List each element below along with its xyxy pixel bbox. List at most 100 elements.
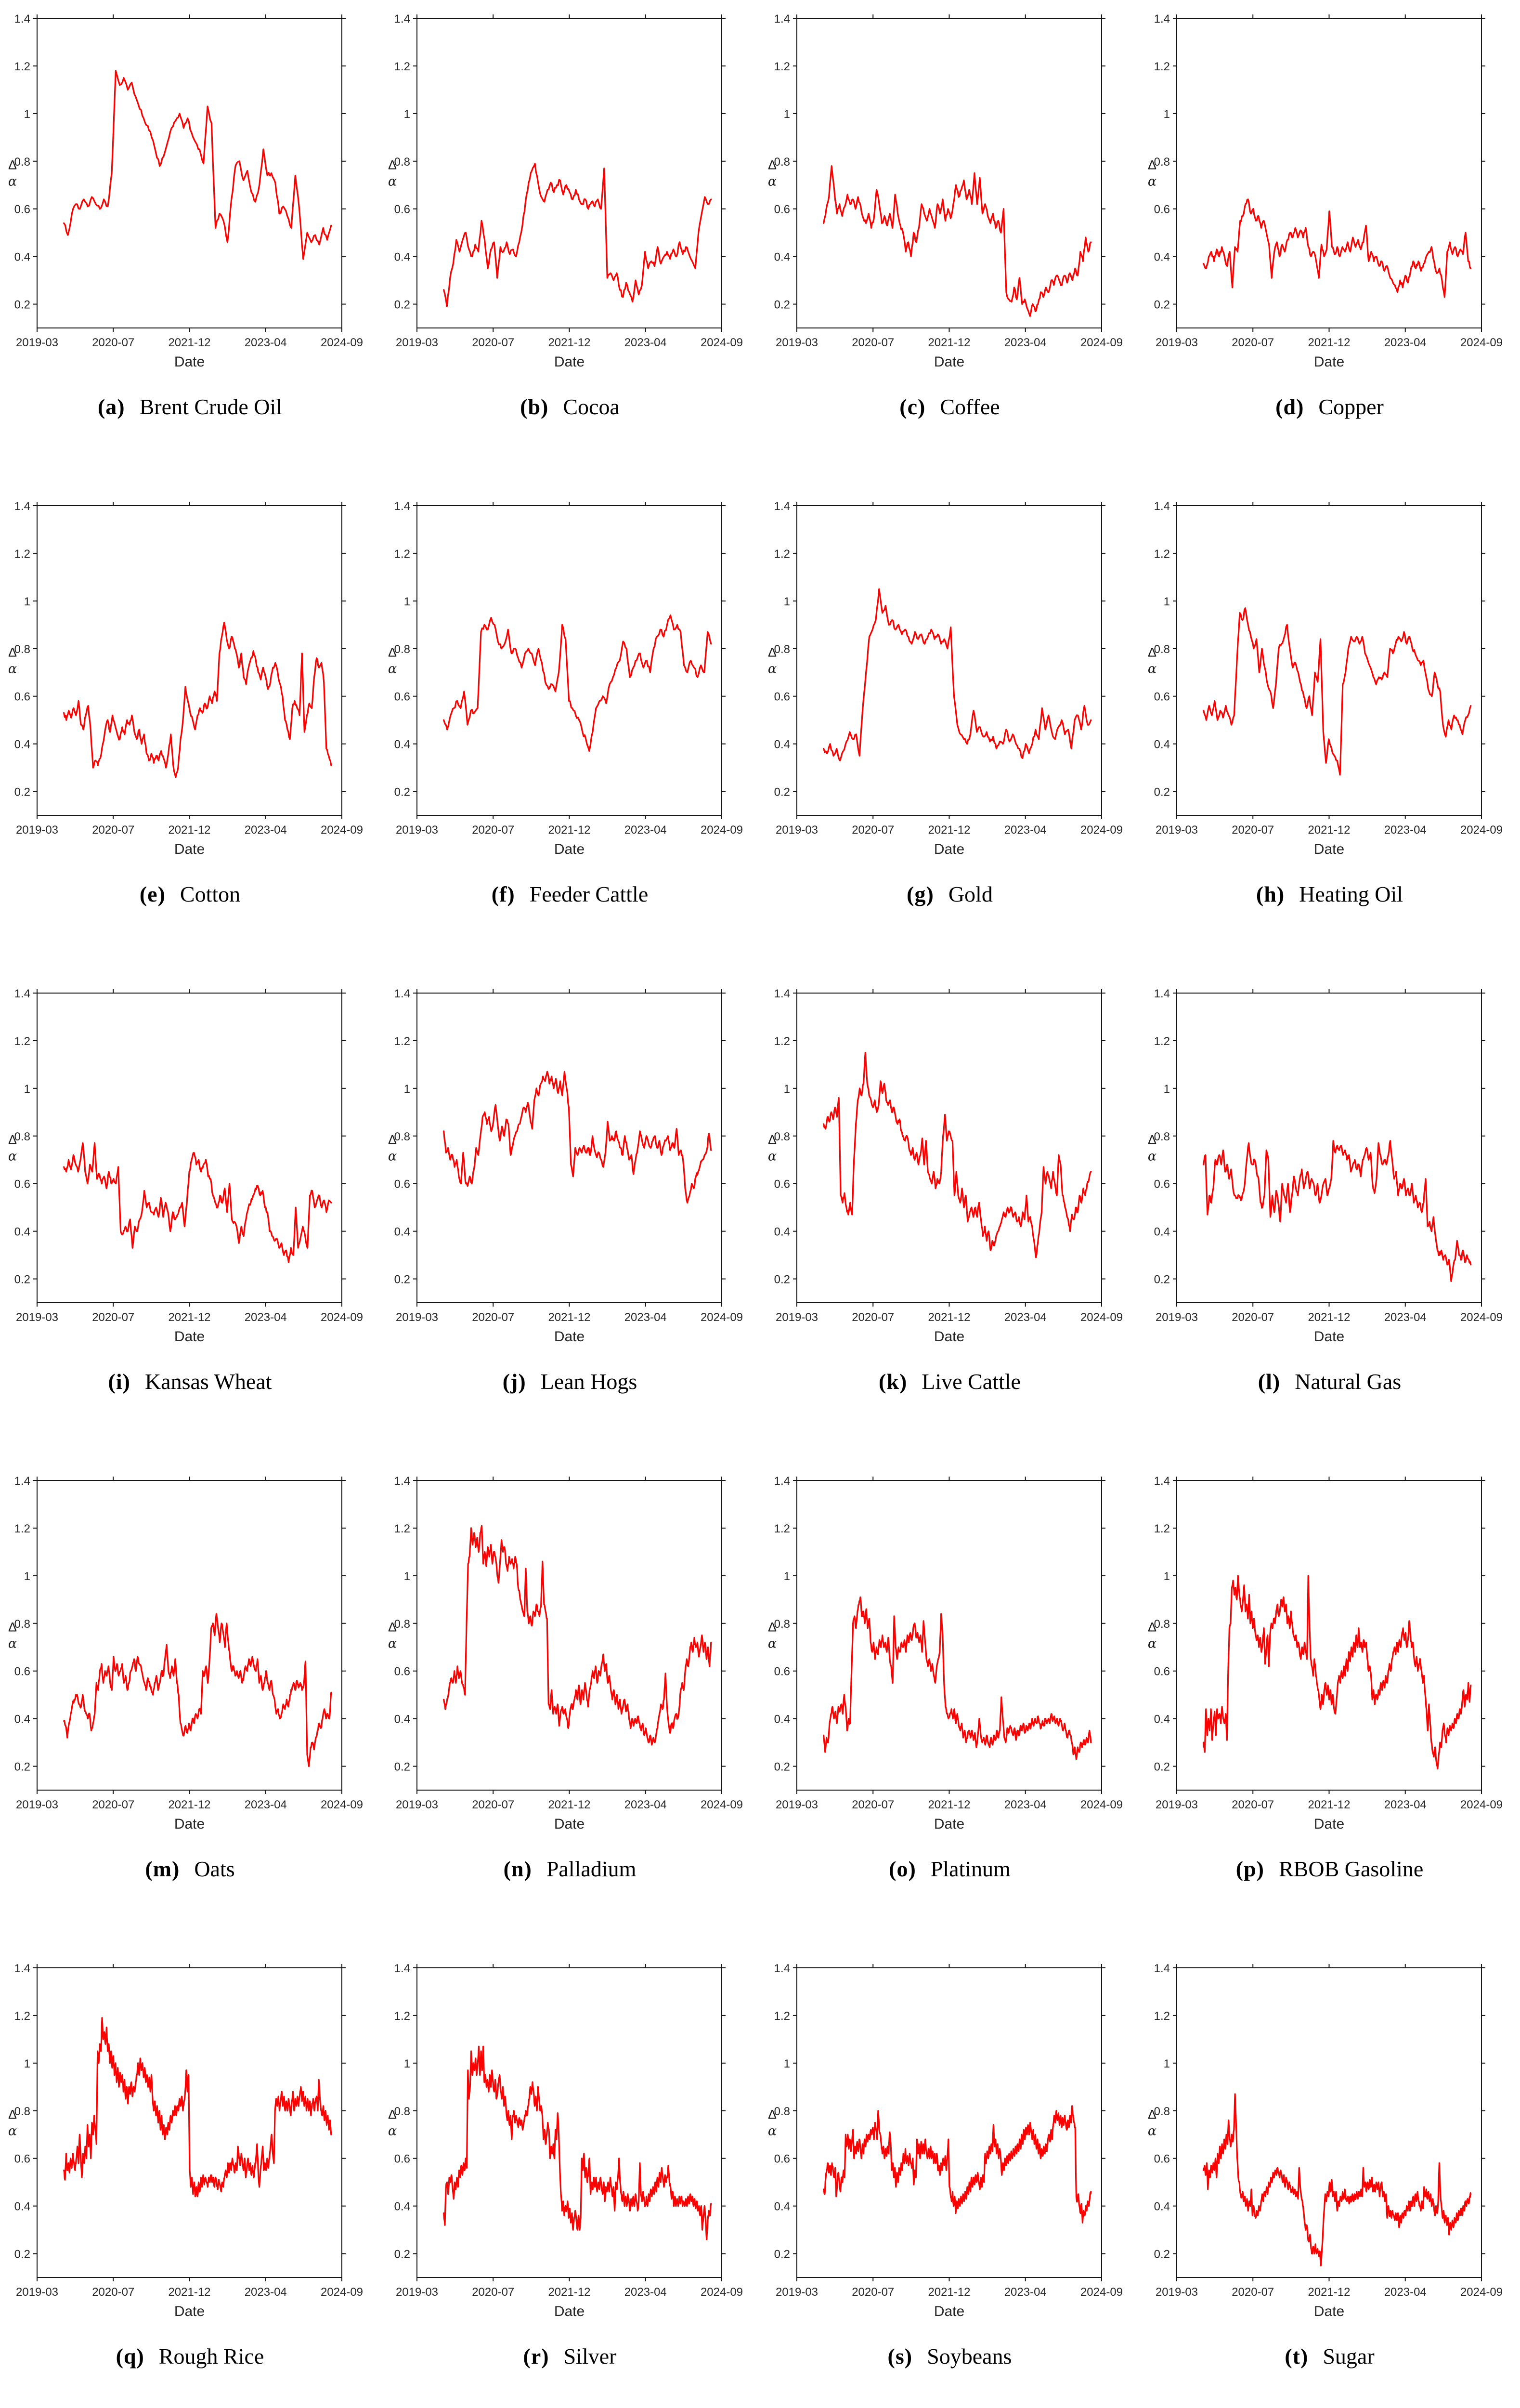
x-tick-label: 2020-07 [92,336,134,349]
caption-title: Natural Gas [1295,1369,1402,1394]
y-tick-label: 1.4 [394,13,410,26]
x-axis-label: Date [934,1816,964,1832]
x-tick-label: 2020-07 [92,1798,134,1811]
y-tick-label: 0.6 [774,691,790,704]
y-tick-label: 1 [404,108,410,121]
y-axis-label-alpha: α [388,1149,397,1164]
y-tick-label: 1 [404,1083,410,1096]
caption-letter: (h) [1256,882,1285,906]
x-tick-label: 2021-12 [928,824,970,837]
panel-caption: (o) Platinum [760,1856,1140,1882]
y-tick-label: 1.2 [14,1522,30,1535]
y-tick-label: 0.4 [1154,1226,1170,1239]
line-chart: 2019-03 2020-07 2021-12 2023-04 2024-09 0.2 0.… [768,500,1123,857]
y-tick-label: 0.4 [14,251,30,264]
y-axis-label-delta: Δ [8,1620,17,1635]
caption-letter: (i) [108,1369,130,1394]
x-tick-label: 2024-09 [321,1311,363,1324]
y-axis-label-alpha: α [388,1636,397,1651]
commodity-panel: 2019-03 2020-07 2021-12 2023-04 2024-09 0.2 0.… [0,1462,380,1950]
x-tick-label: 2020-07 [472,1311,514,1324]
y-tick-label: 1.4 [1154,987,1170,1000]
x-tick-label: 2021-12 [928,1311,970,1324]
y-tick-label: 0.8 [1154,1130,1170,1143]
y-tick-label: 0.6 [1154,1665,1170,1678]
caption-title: Feeder Cattle [529,882,649,906]
y-tick-label: 1.2 [774,1522,790,1535]
x-tick-label: 2020-07 [1232,1798,1274,1811]
y-tick-label: 0.4 [1154,2200,1170,2213]
panel-caption: (g) Gold [760,881,1140,907]
plot-box [1176,505,1482,816]
caption-letter: (m) [145,1857,180,1881]
y-axis-label-delta: Δ [768,2107,777,2122]
y-tick-label: 0.8 [14,1130,30,1143]
y-tick-label: 1 [24,1083,30,1096]
y-tick-label: 0.8 [774,2105,790,2118]
x-tick-label: 2024-09 [1080,2286,1123,2299]
y-tick-label: 0.4 [774,1226,790,1239]
data-series-line [63,2017,332,2198]
y-tick-label: 1.2 [14,548,30,561]
x-tick-label: 2023-04 [1384,824,1427,837]
y-tick-label: 1.2 [394,1035,410,1048]
data-series-line [823,2105,1092,2224]
commodity-panel: 2019-03 2020-07 2021-12 2023-04 2024-09 0.2 0.… [1140,0,1520,487]
y-axis-label-delta: Δ [388,645,397,660]
x-tick-label: 2023-04 [1384,2286,1427,2299]
commodity-panel: 2019-03 2020-07 2021-12 2023-04 2024-09 0.2 0.… [380,975,760,1462]
y-tick-label: 1.4 [14,1962,30,1975]
x-tick-label: 2021-12 [548,1798,590,1811]
y-tick-label: 0.6 [394,1178,410,1191]
x-tick-label: 2024-09 [701,2286,743,2299]
caption-letter: (k) [879,1369,908,1394]
x-tick-label: 2024-09 [1080,1311,1123,1324]
y-tick-label: 0.8 [774,156,790,169]
plot-box [1176,993,1482,1303]
x-tick-label: 2023-04 [1004,824,1047,837]
x-tick-label: 2020-07 [852,336,894,349]
y-tick-label: 0.2 [14,1761,30,1774]
y-tick-label: 0.4 [394,1226,410,1239]
y-tick-label: 1 [1164,595,1170,608]
y-tick-label: 0.8 [394,643,410,656]
y-tick-label: 1 [404,2057,410,2070]
line-chart: 2019-03 2020-07 2021-12 2023-04 2024-09 0.2 0.… [8,987,363,1345]
y-tick-label: 0.4 [1154,1713,1170,1726]
x-axis-label: Date [934,354,964,370]
x-tick-label: 2020-07 [852,2286,894,2299]
x-tick-label: 2020-07 [852,1798,894,1811]
line-chart: 2019-03 2020-07 2021-12 2023-04 2024-09 0.2 0.… [388,13,743,370]
x-tick-label: 2019-03 [776,2286,818,2299]
y-axis-label-delta: Δ [768,158,777,172]
caption-letter: (o) [889,1857,916,1881]
y-axis-label-delta: Δ [8,2107,17,2122]
x-axis-label: Date [934,2303,964,2319]
x-tick-label: 2021-12 [168,1311,210,1324]
y-axis-label-delta: Δ [388,158,397,172]
x-tick-label: 2024-09 [321,824,363,837]
caption-letter: (p) [1235,1857,1264,1881]
y-tick-label: 0.6 [394,1665,410,1678]
x-tick-label: 2023-04 [624,824,667,837]
x-tick-label: 2019-03 [1156,1798,1198,1811]
x-tick-label: 2024-09 [701,824,743,837]
y-tick-label: 1 [784,1083,790,1096]
y-tick-label: 0.4 [394,2200,410,2213]
commodity-panel: 2019-03 2020-07 2021-12 2023-04 2024-09 0.2 0.… [380,1950,760,2408]
x-tick-label: 2024-09 [1080,824,1123,837]
plot-box [796,18,1102,328]
x-tick-label: 2021-12 [928,336,970,349]
x-tick-label: 2024-09 [321,2286,363,2299]
y-tick-label: 0.2 [14,2248,30,2261]
panel-caption: (q) Rough Rice [0,2343,380,2369]
y-tick-label: 1.2 [394,1522,410,1535]
y-tick-label: 1.2 [1154,60,1170,73]
caption-letter: (a) [97,394,125,419]
x-tick-label: 2023-04 [1004,1798,1047,1811]
y-tick-label: 0.2 [774,2248,790,2261]
commodity-panel: 2019-03 2020-07 2021-12 2023-04 2024-09 0.2 0.… [0,1950,380,2408]
panel-caption: (n) Palladium [380,1856,760,1882]
x-tick-label: 2019-03 [396,2286,438,2299]
plot-box [37,1480,342,1791]
